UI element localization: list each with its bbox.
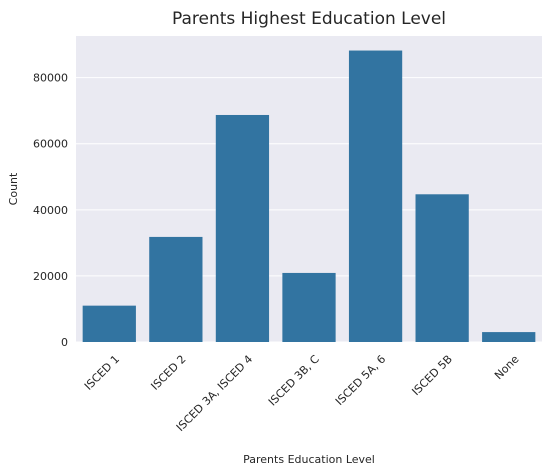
x-tick-label: ISCED 3B, C bbox=[266, 352, 322, 408]
bar bbox=[348, 50, 403, 343]
x-tick-label: ISCED 1 bbox=[82, 353, 122, 393]
chart-title: Parents Highest Education Level bbox=[172, 9, 446, 29]
y-tick-label: 80000 bbox=[33, 72, 68, 85]
bar bbox=[415, 194, 469, 342]
x-tick-label: None bbox=[492, 352, 522, 382]
bar bbox=[149, 236, 203, 342]
y-tick-label: 60000 bbox=[33, 138, 68, 151]
x-axis-label: Parents Education Level bbox=[243, 453, 375, 466]
bars bbox=[82, 50, 536, 343]
x-tick-label: ISCED 2 bbox=[148, 353, 188, 393]
y-tick-label: 20000 bbox=[33, 270, 68, 283]
x-tick-label: ISCED 3A, ISCED 4 bbox=[174, 353, 255, 434]
y-axis-label: Count bbox=[7, 172, 20, 205]
x-tick-label: ISCED 5A, 6 bbox=[333, 353, 388, 408]
y-axis-ticks: 0 20000 40000 60000 80000 bbox=[33, 72, 68, 349]
bar bbox=[82, 305, 136, 342]
bar bbox=[482, 332, 536, 342]
bar bbox=[215, 114, 270, 343]
bar bbox=[282, 272, 336, 342]
y-tick-label: 40000 bbox=[33, 204, 68, 217]
y-tick-label: 0 bbox=[61, 336, 68, 349]
x-tick-label: ISCED 5B bbox=[409, 353, 455, 399]
